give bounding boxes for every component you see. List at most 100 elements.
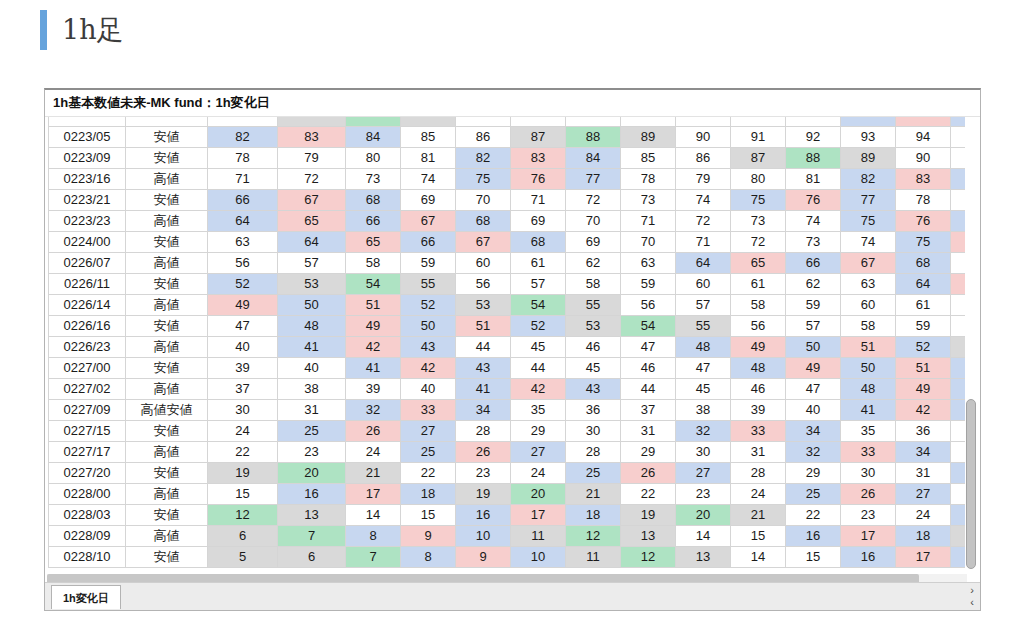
value-cell[interactable]: 79 — [676, 169, 731, 190]
value-cell[interactable]: 47 — [621, 337, 676, 358]
value-cell[interactable]: 76 — [786, 190, 841, 211]
date-cell[interactable]: 0223/05 — [49, 127, 126, 148]
value-cell[interactable]: 26 — [456, 442, 511, 463]
value-cell[interactable]: 56 — [208, 253, 278, 274]
value-cell[interactable]: 49 — [786, 358, 841, 379]
value-cell[interactable]: 67 — [401, 211, 456, 232]
value-cell[interactable]: 61 — [511, 253, 566, 274]
label-cell[interactable]: 安値 — [126, 316, 208, 337]
label-cell[interactable]: 高値 — [126, 484, 208, 505]
value-cell[interactable]: 29 — [621, 442, 676, 463]
value-cell[interactable]: 41 — [841, 400, 896, 421]
label-cell[interactable]: 安値 — [126, 190, 208, 211]
value-cell[interactable]: 59 — [401, 253, 456, 274]
value-cell[interactable]: 73 — [346, 169, 401, 190]
value-cell[interactable]: 58 — [566, 274, 621, 295]
value-cell[interactable] — [278, 117, 346, 127]
value-cell[interactable]: 50 — [841, 358, 896, 379]
date-cell[interactable]: 0226/16 — [49, 316, 126, 337]
value-cell[interactable]: 50 — [401, 316, 456, 337]
value-cell[interactable]: 63 — [841, 274, 896, 295]
value-cell[interactable]: 16 — [278, 484, 346, 505]
data-grid[interactable]: 0223/05安値8283848586878889909192939495022… — [48, 117, 965, 568]
value-cell[interactable] — [786, 117, 841, 127]
value-cell[interactable]: 25 — [401, 442, 456, 463]
value-cell[interactable]: 43 — [456, 358, 511, 379]
value-cell[interactable]: 41 — [346, 358, 401, 379]
value-cell[interactable]: 22 — [401, 463, 456, 484]
value-cell[interactable]: 68 — [456, 211, 511, 232]
value-cell[interactable]: 22 — [621, 484, 676, 505]
value-cell[interactable]: 37 — [621, 400, 676, 421]
value-cell[interactable]: 90 — [676, 127, 731, 148]
value-cell[interactable]: 17 — [896, 547, 951, 568]
value-cell[interactable]: 53 — [951, 337, 966, 358]
value-cell[interactable]: 22 — [208, 442, 278, 463]
value-cell[interactable]: 15 — [731, 526, 786, 547]
label-cell[interactable]: 高値 — [126, 442, 208, 463]
value-cell[interactable]: 19 — [456, 484, 511, 505]
value-cell[interactable]: 52 — [951, 358, 966, 379]
date-cell[interactable]: 0227/00 — [49, 358, 126, 379]
value-cell[interactable]: 46 — [621, 358, 676, 379]
value-cell[interactable]: 49 — [896, 379, 951, 400]
label-cell[interactable]: 高値 — [126, 379, 208, 400]
value-cell[interactable]: 48 — [841, 379, 896, 400]
value-cell[interactable]: 14 — [731, 547, 786, 568]
value-cell[interactable]: 11 — [566, 547, 621, 568]
value-cell[interactable]: 12 — [208, 505, 278, 526]
value-cell[interactable]: 42 — [511, 379, 566, 400]
date-cell[interactable]: 0223/21 — [49, 190, 126, 211]
value-cell[interactable]: 24 — [346, 442, 401, 463]
value-cell[interactable]: 32 — [786, 442, 841, 463]
value-cell[interactable]: 69 — [401, 190, 456, 211]
value-cell[interactable]: 70 — [456, 190, 511, 211]
value-cell[interactable] — [566, 117, 621, 127]
value-cell[interactable]: 26 — [346, 421, 401, 442]
value-cell[interactable]: 17 — [346, 484, 401, 505]
value-cell[interactable]: 82 — [208, 127, 278, 148]
value-cell[interactable]: 67 — [278, 190, 346, 211]
value-cell[interactable]: 36 — [566, 400, 621, 421]
value-cell[interactable]: 73 — [786, 232, 841, 253]
value-cell[interactable]: 68 — [346, 190, 401, 211]
value-cell[interactable]: 38 — [676, 400, 731, 421]
value-cell[interactable]: 8 — [346, 526, 401, 547]
value-cell[interactable] — [841, 117, 896, 127]
value-cell[interactable]: 18 — [951, 547, 966, 568]
value-cell[interactable]: 78 — [896, 190, 951, 211]
value-cell[interactable]: 63 — [208, 232, 278, 253]
value-cell[interactable]: 60 — [951, 316, 966, 337]
value-cell[interactable]: 29 — [511, 421, 566, 442]
value-cell[interactable]: 38 — [278, 379, 346, 400]
value-cell[interactable]: 81 — [786, 169, 841, 190]
value-cell[interactable]: 51 — [841, 337, 896, 358]
value-cell[interactable]: 50 — [786, 337, 841, 358]
date-cell[interactable]: 0226/11 — [49, 274, 126, 295]
value-cell[interactable]: 24 — [511, 463, 566, 484]
value-cell[interactable]: 60 — [676, 274, 731, 295]
value-cell[interactable]: 69 — [951, 253, 966, 274]
value-cell[interactable]: 50 — [951, 379, 966, 400]
date-cell[interactable]: 0226/23 — [49, 337, 126, 358]
value-cell[interactable]: 18 — [401, 484, 456, 505]
value-cell[interactable]: 59 — [621, 274, 676, 295]
value-cell[interactable] — [456, 117, 511, 127]
value-cell[interactable]: 23 — [841, 505, 896, 526]
value-cell[interactable]: 81 — [401, 148, 456, 169]
value-cell[interactable]: 49 — [346, 316, 401, 337]
value-cell[interactable]: 15 — [786, 547, 841, 568]
value-cell[interactable]: 46 — [731, 379, 786, 400]
value-cell[interactable]: 55 — [676, 316, 731, 337]
value-cell[interactable]: 40 — [786, 400, 841, 421]
value-cell[interactable]: 27 — [896, 484, 951, 505]
date-cell[interactable]: 0227/02 — [49, 379, 126, 400]
value-cell[interactable]: 30 — [566, 421, 621, 442]
value-cell[interactable]: 66 — [346, 211, 401, 232]
value-cell[interactable]: 72 — [676, 211, 731, 232]
value-cell[interactable]: 79 — [951, 190, 966, 211]
value-cell[interactable]: 32 — [951, 463, 966, 484]
value-cell[interactable]: 28 — [456, 421, 511, 442]
value-cell[interactable]: 71 — [621, 211, 676, 232]
tab-1h-henkabi[interactable]: 1h変化日 — [51, 585, 121, 609]
